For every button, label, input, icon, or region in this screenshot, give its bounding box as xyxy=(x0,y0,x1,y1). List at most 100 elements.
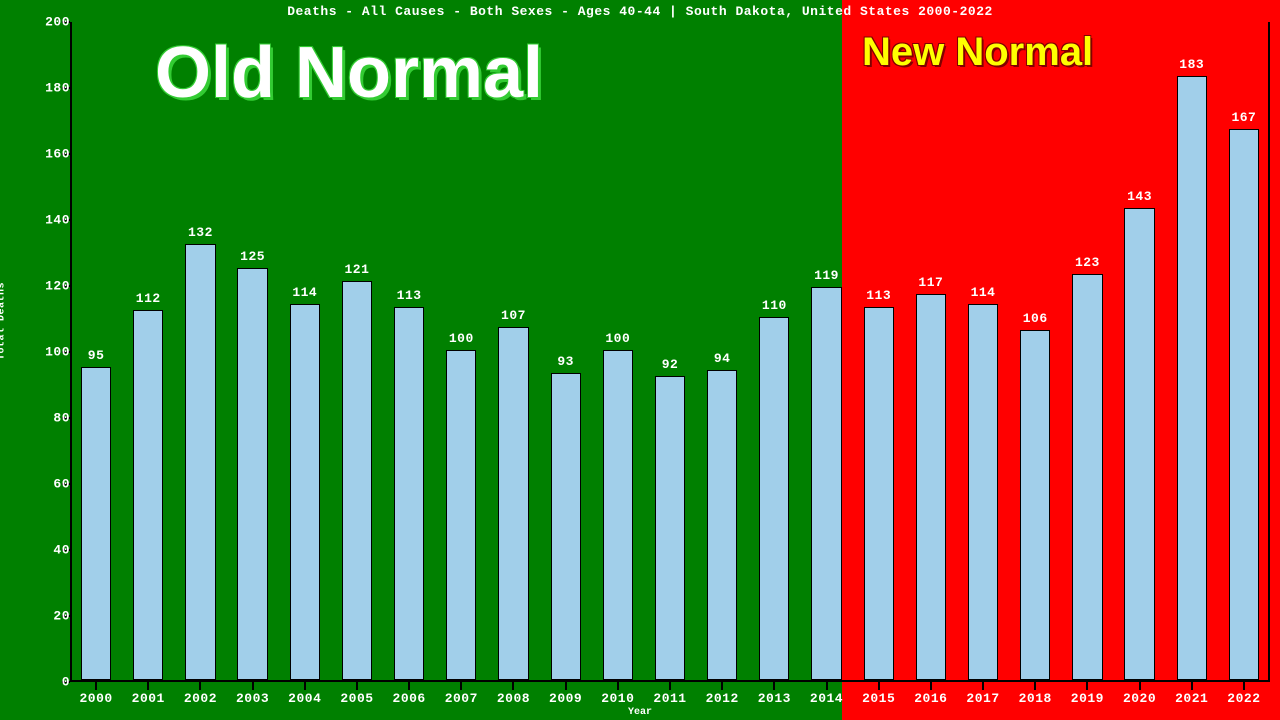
bar xyxy=(1020,330,1050,680)
x-tick-label: 2008 xyxy=(497,691,530,706)
bar xyxy=(394,307,424,680)
bar xyxy=(237,268,267,681)
bar-value-label: 119 xyxy=(814,268,839,283)
bar xyxy=(968,304,998,680)
bar-value-label: 125 xyxy=(240,249,265,264)
bar-value-label: 93 xyxy=(557,354,574,369)
x-tick-label: 2015 xyxy=(862,691,895,706)
bar-value-label: 167 xyxy=(1231,110,1256,125)
x-tick xyxy=(878,682,880,690)
bar xyxy=(498,327,528,680)
x-tick-label: 2019 xyxy=(1071,691,1104,706)
y-tick-label: 80 xyxy=(53,411,70,426)
x-tick-label: 2010 xyxy=(601,691,634,706)
x-tick-label: 2021 xyxy=(1175,691,1208,706)
y-axis-line xyxy=(70,22,72,682)
bar-value-label: 94 xyxy=(714,351,731,366)
bar-value-label: 132 xyxy=(188,225,213,240)
x-tick xyxy=(930,682,932,690)
bar-value-label: 106 xyxy=(1023,311,1048,326)
bar xyxy=(1124,208,1154,680)
bar xyxy=(133,310,163,680)
y-axis-label: Total Deaths xyxy=(0,282,8,360)
y-tick-label: 100 xyxy=(45,345,70,360)
bar-value-label: 121 xyxy=(345,262,370,277)
x-tick-label: 2011 xyxy=(653,691,686,706)
x-tick xyxy=(1243,682,1245,690)
bar-value-label: 113 xyxy=(866,288,891,303)
x-tick-label: 2000 xyxy=(79,691,112,706)
x-tick xyxy=(617,682,619,690)
bar-value-label: 113 xyxy=(397,288,422,303)
x-tick xyxy=(721,682,723,690)
overlay-new-normal: New Normal xyxy=(862,30,1093,75)
bar xyxy=(81,367,111,681)
x-tick-label: 2017 xyxy=(966,691,999,706)
x-tick xyxy=(147,682,149,690)
x-tick xyxy=(773,682,775,690)
x-tick xyxy=(356,682,358,690)
x-tick xyxy=(460,682,462,690)
x-tick xyxy=(982,682,984,690)
x-tick xyxy=(1139,682,1141,690)
x-tick xyxy=(1191,682,1193,690)
bar-value-label: 114 xyxy=(971,285,996,300)
bar-value-label: 92 xyxy=(662,357,679,372)
bar xyxy=(603,350,633,680)
x-tick-label: 2013 xyxy=(758,691,791,706)
x-tick-label: 2018 xyxy=(1019,691,1052,706)
y-tick-label: 120 xyxy=(45,279,70,294)
bar xyxy=(290,304,320,680)
x-tick-label: 2020 xyxy=(1123,691,1156,706)
x-tick-label: 2002 xyxy=(184,691,217,706)
bar-value-label: 110 xyxy=(762,298,787,313)
y-tick-label: 60 xyxy=(53,477,70,492)
bar xyxy=(1177,76,1207,680)
x-tick-label: 2012 xyxy=(706,691,739,706)
x-tick-label: 2009 xyxy=(549,691,582,706)
y-axis-line-right xyxy=(1268,22,1270,682)
x-tick xyxy=(199,682,201,690)
x-tick xyxy=(565,682,567,690)
x-tick-label: 2016 xyxy=(914,691,947,706)
bar-value-label: 123 xyxy=(1075,255,1100,270)
x-tick xyxy=(408,682,410,690)
bar xyxy=(916,294,946,680)
plot-area: 9511213212511412111310010793100929411011… xyxy=(70,22,1270,682)
bar xyxy=(551,373,581,680)
x-tick-label: 2005 xyxy=(340,691,373,706)
bar xyxy=(185,244,215,680)
x-tick xyxy=(95,682,97,690)
bar xyxy=(342,281,372,680)
bar-value-label: 117 xyxy=(918,275,943,290)
x-tick-label: 2007 xyxy=(445,691,478,706)
bar-value-label: 107 xyxy=(501,308,526,323)
bar xyxy=(655,376,685,680)
chart-canvas: Deaths - All Causes - Both Sexes - Ages … xyxy=(0,0,1280,720)
x-axis-label: Year xyxy=(0,707,1280,718)
x-tick-label: 2001 xyxy=(132,691,165,706)
x-tick xyxy=(826,682,828,690)
bar xyxy=(1072,274,1102,680)
bar-value-label: 100 xyxy=(449,331,474,346)
x-tick-label: 2003 xyxy=(236,691,269,706)
x-tick-label: 2004 xyxy=(288,691,321,706)
x-tick xyxy=(512,682,514,690)
x-tick xyxy=(304,682,306,690)
bar-value-label: 114 xyxy=(292,285,317,300)
y-tick-label: 140 xyxy=(45,213,70,228)
bar xyxy=(811,287,841,680)
y-tick-label: 180 xyxy=(45,81,70,96)
chart-title: Deaths - All Causes - Both Sexes - Ages … xyxy=(0,4,1280,19)
x-tick-label: 2006 xyxy=(393,691,426,706)
bar-value-label: 183 xyxy=(1179,57,1204,72)
bar xyxy=(864,307,894,680)
bar-value-label: 143 xyxy=(1127,189,1152,204)
x-tick xyxy=(252,682,254,690)
bar xyxy=(446,350,476,680)
y-tick-label: 160 xyxy=(45,147,70,162)
bar xyxy=(1229,129,1259,680)
bar-value-label: 100 xyxy=(605,331,630,346)
bar-value-label: 112 xyxy=(136,291,161,306)
bar xyxy=(759,317,789,680)
